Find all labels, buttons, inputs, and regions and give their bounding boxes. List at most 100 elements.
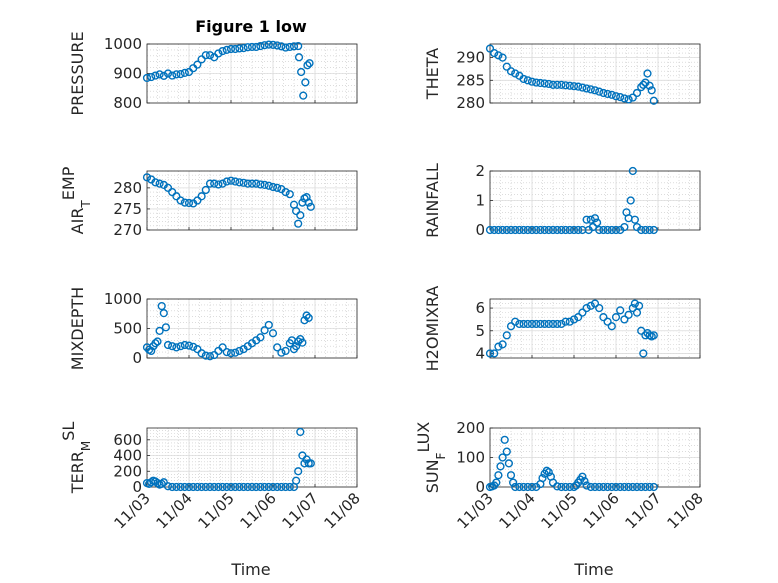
- data-point: [519, 225, 528, 235]
- data-point: [511, 482, 520, 492]
- y-tick-label: 6: [475, 299, 485, 317]
- data-point: [502, 447, 511, 456]
- data-point: [578, 83, 587, 92]
- data-point: [231, 348, 240, 357]
- data-point: [176, 196, 185, 205]
- data-point: [485, 349, 495, 358]
- data-point: [184, 198, 194, 208]
- x-tick-label: 11/06: [237, 489, 280, 532]
- data-point: [172, 70, 181, 79]
- axes-box: [489, 298, 701, 359]
- data-point: [607, 322, 616, 331]
- x-tick-label: 11/07: [622, 489, 665, 532]
- data-point: [235, 44, 244, 53]
- data-point: [628, 93, 637, 102]
- data-point: [222, 482, 231, 492]
- data-point: [561, 225, 570, 235]
- data-point: [630, 299, 640, 308]
- data-point: [502, 331, 511, 340]
- data-point: [485, 44, 495, 53]
- data-point: [260, 41, 269, 50]
- data-point: [620, 482, 629, 492]
- data-point: [582, 303, 591, 313]
- data-point: [281, 482, 290, 492]
- panel-air_temp: 270 275 280 AIRTEMP: [59, 166, 358, 239]
- data-point: [620, 94, 629, 103]
- data-point: [649, 96, 658, 105]
- data-point: [142, 73, 152, 83]
- data-point: [586, 301, 595, 310]
- y-axis-label: THETA: [423, 48, 442, 100]
- data-point: [197, 192, 206, 201]
- data-point: [523, 482, 532, 492]
- data-point: [506, 471, 516, 480]
- y-axis-label-tail: EMP: [59, 166, 78, 200]
- data-point: [498, 453, 507, 462]
- data-point: [511, 317, 520, 326]
- y-axis-label: SUNFLUX: [414, 422, 449, 494]
- data-point: [578, 308, 587, 317]
- data-point: [607, 482, 616, 492]
- y-tick-label: 600: [113, 431, 142, 449]
- data-point: [641, 482, 650, 492]
- y-tick-label: 5: [475, 322, 485, 340]
- data-point: [176, 482, 185, 492]
- data-point: [607, 90, 616, 99]
- panel-sun_flux: 0 100 200 SUNFLUX: [414, 419, 701, 496]
- data-point: [159, 71, 168, 80]
- data-point: [260, 180, 269, 190]
- data-point: [264, 320, 273, 330]
- data-point: [226, 349, 236, 358]
- data-point: [603, 89, 612, 99]
- y-axis-label-subscript: T: [79, 200, 93, 209]
- data-point: [544, 319, 553, 329]
- data-point: [247, 179, 257, 188]
- panel-pressure: 800 900 1000 PRESSURE: [68, 31, 358, 116]
- data-point: [305, 59, 314, 68]
- data-point: [553, 225, 562, 235]
- data-point: [235, 178, 244, 187]
- data-point: [574, 225, 583, 235]
- data-point: [214, 49, 223, 58]
- data-point: [637, 225, 646, 235]
- data-point: [214, 180, 223, 189]
- data-point: [218, 482, 227, 492]
- data-point: [268, 482, 278, 492]
- data-point: [506, 322, 516, 331]
- data-point: [197, 482, 206, 492]
- data-point: [172, 482, 181, 492]
- data-point: [201, 482, 210, 492]
- data-point: [494, 471, 503, 480]
- data-point: [620, 222, 629, 232]
- data-point: [273, 343, 282, 352]
- y-axis-label: TERRMSL: [59, 422, 94, 495]
- data-point: [515, 225, 524, 235]
- data-point: [302, 311, 311, 320]
- data-point: [561, 81, 570, 90]
- data-point: [163, 69, 173, 78]
- data-point: [163, 482, 173, 491]
- x-tick-label: 11/08: [664, 489, 707, 532]
- y-axis-label-main: THETA: [423, 48, 442, 100]
- data-point: [626, 196, 635, 205]
- data-point: [205, 352, 215, 361]
- y-tick-label: 200: [113, 462, 142, 480]
- data-point: [492, 478, 501, 487]
- data-point: [155, 70, 164, 79]
- data-point: [532, 78, 541, 87]
- data-point: [260, 326, 269, 335]
- data-point: [168, 342, 177, 351]
- data-point: [498, 340, 507, 349]
- y-tick-label: 0: [132, 478, 142, 496]
- y-axis-label: H2OMIXRA: [423, 286, 442, 372]
- y-axis-label-main: SUN: [423, 459, 442, 493]
- data-point: [590, 299, 600, 308]
- data-point: [304, 198, 313, 207]
- y-axis-label-main: MIXDEPTH: [68, 287, 87, 370]
- data-point: [281, 346, 290, 356]
- data-point: [599, 225, 608, 235]
- data-point: [235, 482, 244, 492]
- data-point: [565, 225, 574, 235]
- data-point: [277, 482, 286, 492]
